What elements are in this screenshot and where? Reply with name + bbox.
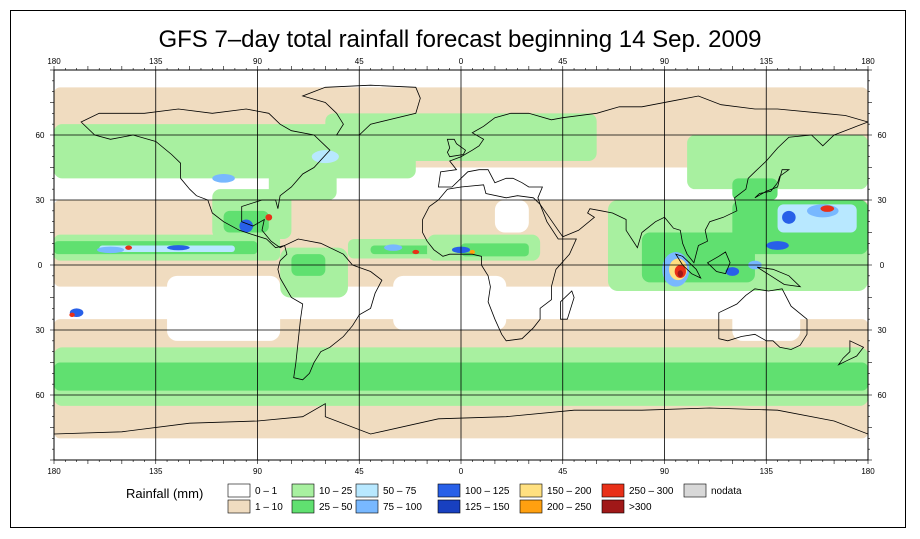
landmass-britain (446, 138, 467, 158)
bottom-lon-label: 90 (253, 467, 262, 476)
rain-region (167, 275, 281, 341)
graticule (54, 70, 868, 460)
left-lat-label: 60 (36, 131, 45, 140)
rain-cell (265, 214, 273, 221)
figure-frame (10, 10, 906, 528)
rain-cell (69, 312, 75, 318)
legend-swatch (519, 483, 543, 498)
rain-cell (677, 270, 684, 278)
rain-cell (725, 267, 740, 276)
rain-region (393, 275, 507, 330)
right-lat-label: 0 (880, 261, 885, 270)
landmass-japan (754, 169, 791, 199)
landmass-new-guinea (756, 266, 802, 288)
legend-swatch (601, 499, 625, 514)
bottom-lon-label: 135 (760, 467, 774, 476)
rain-cell (384, 244, 403, 251)
top-lon-label: 180 (861, 57, 875, 66)
landmass-south-america (277, 238, 383, 381)
rain-cell (412, 249, 420, 255)
legend-label: 25 – 50 (319, 502, 353, 513)
legend-label: 0 – 1 (255, 486, 278, 497)
rain-cell (469, 249, 476, 255)
bottom-lon-label: 45 (355, 467, 364, 476)
landmass-australia (718, 288, 808, 350)
bottom-lon-label: 180 (47, 467, 61, 476)
legend-label: 100 – 125 (465, 486, 510, 497)
top-lon-label: 45 (558, 57, 567, 66)
bottom-lon-label: 0 (459, 467, 464, 476)
landmass-madagascar (560, 290, 575, 320)
legend-swatch (437, 483, 461, 498)
legend-swatch (227, 499, 251, 514)
rain-region (494, 200, 529, 233)
bottom-lon-label: 180 (861, 467, 875, 476)
map-ticks: 180 135 90 45 0 45 90 135 180 180 135 90 45 0 45 90 135 1… (36, 57, 887, 476)
left-lat-label: 0 (38, 261, 43, 270)
right-lat-label: 60 (878, 391, 887, 400)
rain-cell (766, 241, 789, 250)
map-title: GFS 7–day total rainfall forecast beginn… (158, 26, 762, 53)
legend-label: nodata (711, 486, 742, 497)
legend-label: 75 – 100 (383, 502, 422, 513)
legend-swatch (291, 499, 315, 514)
landmass-borneo (706, 251, 731, 275)
legend-swatch (601, 483, 625, 498)
left-lat-label: 60 (36, 391, 45, 400)
legend-label: 150 – 200 (547, 486, 592, 497)
rain-cell (782, 210, 796, 224)
landmass-eurasia (437, 95, 868, 264)
bottom-lon-label: 45 (558, 467, 567, 476)
legend-label: 50 – 75 (383, 486, 417, 497)
legend-label: 1 – 10 (255, 502, 283, 513)
rain-cell (96, 246, 125, 254)
legend-label: 200 – 250 (547, 502, 592, 513)
map-body (54, 70, 868, 460)
legend-label: 250 – 300 (629, 486, 674, 497)
rain-region (461, 243, 529, 257)
rain-region (99, 245, 235, 252)
landmass-africa (422, 184, 577, 342)
rain-cell (167, 245, 190, 251)
rain-cell (212, 174, 235, 183)
legend-label: 10 – 25 (319, 486, 353, 497)
top-lon-label: 135 (760, 57, 774, 66)
rain-region (268, 161, 337, 200)
legend-title: Rainfall (mm) (126, 486, 203, 501)
right-lat-label: 30 (878, 326, 887, 335)
legend-swatch (227, 483, 251, 498)
top-lon-label: 0 (459, 57, 464, 66)
top-lon-label: 180 (47, 57, 61, 66)
rain-cell (820, 205, 835, 212)
rain-cell (311, 150, 339, 164)
rain-cell (125, 245, 133, 250)
legend-swatch (519, 499, 543, 514)
legend-label: >300 (629, 502, 652, 513)
top-lon-label: 90 (660, 57, 669, 66)
bottom-lon-label: 90 (660, 467, 669, 476)
bottom-lon-label: 135 (149, 467, 163, 476)
legend-items: 0 – 1 1 – 10 10 – 25 25 – 50 50 – 75 75 – 100… (227, 483, 742, 514)
top-lon-label: 90 (253, 57, 262, 66)
left-lat-label: 30 (36, 326, 45, 335)
legend-swatch (291, 483, 315, 498)
rain-cell (239, 219, 253, 233)
right-lat-label: 60 (878, 131, 887, 140)
legend-swatch (437, 499, 461, 514)
legend-label: 125 – 150 (465, 502, 510, 513)
landmass-new-zealand (837, 340, 865, 366)
top-lon-label: 135 (149, 57, 163, 66)
landmass-north-america (80, 108, 331, 249)
landmass-greenland (301, 84, 421, 136)
rain-region (687, 135, 868, 190)
legend-swatch (683, 483, 707, 498)
legend-swatch (355, 483, 379, 498)
legend-swatch (355, 499, 379, 514)
top-lon-label: 45 (355, 57, 364, 66)
left-lat-label: 30 (36, 196, 45, 205)
right-lat-label: 30 (878, 196, 887, 205)
